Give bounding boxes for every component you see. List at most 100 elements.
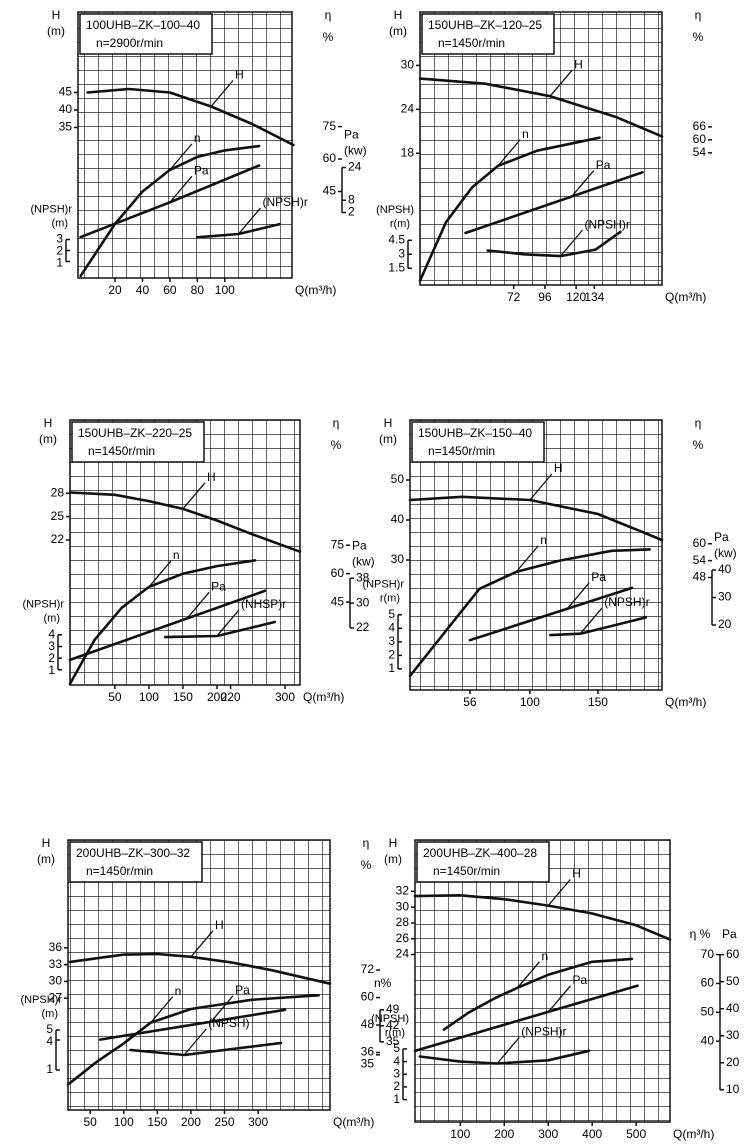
x-tick-label: 200 [494,1127,514,1141]
y-tick-label: 30 [391,552,405,566]
curve-label: (NPSH)r [585,217,630,231]
curve [413,894,672,941]
x-axis-label: Q(m³/h) [673,1127,714,1141]
y-axis-unit: (m) [379,432,397,446]
y4-axis-label: (NPSH)r [22,599,64,611]
y2-axis-unit: % [331,438,342,452]
curve [98,1008,287,1041]
curve-label: n [173,548,180,562]
y4-axis-label: (NPSH)r [30,203,72,215]
curve-label: n [522,127,529,141]
y3-tick-label: 10 [726,1082,740,1096]
y3-tick-label: 49 [386,1002,400,1016]
x-tick-label: 80 [191,283,205,297]
plot-frame [67,839,331,1111]
y2-tick-label: 75 [331,537,345,551]
y3-tick-label: 2 [348,205,355,219]
y4-tick-label: 2 [393,1079,400,1093]
curve [86,87,295,147]
y3-axis-label: Pa [352,538,367,552]
y4-tick-label: 4 [46,1034,53,1048]
y2-tick-label: 48 [693,570,707,584]
curve-label: H [235,68,244,82]
y2-tick-label: 50 [701,1004,715,1018]
plot-frame [419,11,663,286]
chart-subtitle: n=1450r/min [433,864,500,878]
curve-label: H [554,461,563,475]
y2-tick-label: 60 [331,566,345,580]
y4-tick-label: 1.5 [388,260,405,274]
y-tick-label: 24 [396,947,410,961]
y4-tick-label: 4 [393,1054,400,1068]
x-tick-label: 60 [163,283,177,297]
curve-leader [169,175,193,203]
curve [418,1049,591,1065]
chart-title: 150UHB–ZK–150–40 [418,426,532,440]
y2-axis-label: η [333,416,340,430]
y3-tick-label: 30 [718,590,732,604]
y2-tick-label: 60 [361,990,375,1004]
chart-title: 200UHB–ZK–300–32 [76,846,190,860]
y-tick-label: 27 [49,990,63,1004]
curve-leader [210,995,234,1023]
y2-tick-label: 36 [361,1045,375,1059]
x-tick-label: 300 [275,690,295,704]
y2-tick-label: 60 [693,132,707,146]
y4-axis-unit: r(m) [385,1027,405,1039]
y4-axis-label: (NPSH) [371,1013,409,1025]
y-tick-label: 25 [51,509,65,523]
curve-leader [216,609,240,637]
y-tick-label: 32 [396,884,410,898]
y-axis-label: H [42,836,51,850]
y2-axis-unit: % [693,30,704,44]
y-tick-label: 40 [391,512,405,526]
chart-subtitle: n=1450r/min [438,36,505,50]
y-axis-label: H [394,8,403,22]
y3-tick-label: 40 [726,1001,740,1015]
y4-tick-label: 1 [48,663,55,677]
y2-tick-label: 54 [693,145,707,159]
y-axis-unit: (m) [39,432,57,446]
curve-label: H [574,57,583,71]
y-tick-label: 28 [396,915,410,929]
annotation: n% [374,976,392,990]
curve-label: Pa [211,580,226,594]
curve-leader [515,545,539,573]
y2-axis-label: η [363,836,370,850]
y2-axis-unit: % [323,30,334,44]
y4-tick-label: 1 [46,1062,53,1076]
curve [164,620,277,639]
x-axis-label: Q(m³/h) [665,290,706,304]
plot-frame [409,419,663,691]
curve-leader [549,69,573,97]
x-tick-label: 50 [83,1115,97,1129]
curve [129,1041,283,1057]
y4-axis-label: (NPSH)r [20,994,62,1006]
curve [418,136,601,282]
curve [79,164,261,239]
y3-tick-label: 40 [718,562,732,576]
title-box [411,421,545,463]
y-axis-label: H [52,8,61,22]
y2-tick-label: 54 [693,553,707,567]
y3-axis-unit: (kw) [352,554,375,568]
y2-tick-label: 66 [693,119,707,133]
curve-label: H [207,470,216,484]
x-axis-label: Q(m³/h) [303,690,344,704]
curve [464,171,644,235]
y2-tick-label: 60 [693,536,707,550]
y-tick-label: 33 [49,957,63,971]
y2-tick-label: 48 [361,1017,375,1031]
curve-label: n [194,131,201,145]
y-axis-unit: (m) [384,852,402,866]
x-tick-label: 300 [248,1115,268,1129]
x-axis-label: Q(m³/h) [295,283,336,297]
title-box [416,841,550,883]
y-tick-label: 22 [51,532,65,546]
y2-tick-label: 35 [361,1057,375,1071]
y2-tick-label: 45 [331,594,345,608]
y4-tick-label: 3 [398,246,405,260]
y-tick-label: 26 [396,931,410,945]
chart-title: 200UHB–ZK–400–28 [423,846,537,860]
y2-axis-unit: % [693,438,704,452]
